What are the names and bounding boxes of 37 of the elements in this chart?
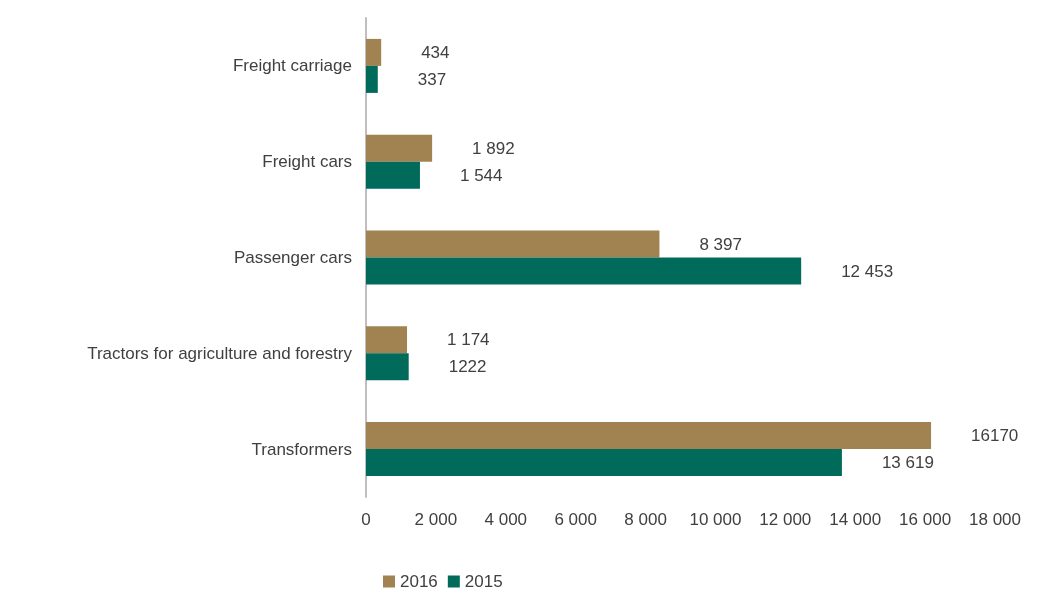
y-tick-label: Transformers bbox=[251, 439, 352, 459]
x-tick-label: 10 000 bbox=[689, 510, 742, 529]
bar bbox=[366, 65, 378, 93]
data-label: 13 619 bbox=[881, 453, 934, 473]
x-tick-label: 16 000 bbox=[899, 510, 952, 529]
data-label: 1 544 bbox=[459, 165, 503, 185]
bar bbox=[366, 326, 408, 354]
y-tick-label: Passenger cars bbox=[233, 248, 352, 267]
y-tick-label: Freight carriage bbox=[232, 56, 352, 76]
data-label: 12 453 bbox=[841, 261, 894, 281]
bar bbox=[366, 353, 409, 381]
data-label: 337 bbox=[417, 69, 447, 89]
bar bbox=[366, 161, 420, 189]
x-tick-label: 2 000 bbox=[414, 510, 458, 529]
x-tick-label: 12 000 bbox=[759, 510, 812, 529]
y-tick-label: Tractors for agriculture and forestry bbox=[87, 343, 353, 363]
x-tick-label: 14 000 bbox=[829, 510, 882, 529]
data-label: 1 892 bbox=[472, 138, 515, 158]
data-label: 1 174 bbox=[447, 330, 490, 350]
data-label: 16170 bbox=[971, 426, 1019, 446]
y-tick-label: Freight cars bbox=[262, 152, 352, 172]
bar bbox=[366, 422, 932, 450]
bar bbox=[366, 134, 433, 162]
legend-label: 2015 bbox=[464, 572, 503, 591]
x-tick-label: 4 000 bbox=[484, 510, 528, 529]
bar bbox=[366, 449, 842, 477]
x-tick-label: 18 000 bbox=[969, 510, 1021, 529]
x-tick-label: 0 bbox=[361, 510, 371, 529]
bar bbox=[366, 38, 382, 66]
data-label: 8 397 bbox=[699, 234, 742, 254]
x-tick-label: 8 000 bbox=[624, 510, 667, 529]
data-label: 1222 bbox=[448, 357, 487, 377]
bar bbox=[366, 257, 802, 285]
bar bbox=[366, 230, 660, 258]
data-label: 434 bbox=[421, 42, 450, 62]
legend-label: 2016 bbox=[400, 572, 438, 591]
x-tick-label: 6 000 bbox=[554, 510, 597, 529]
